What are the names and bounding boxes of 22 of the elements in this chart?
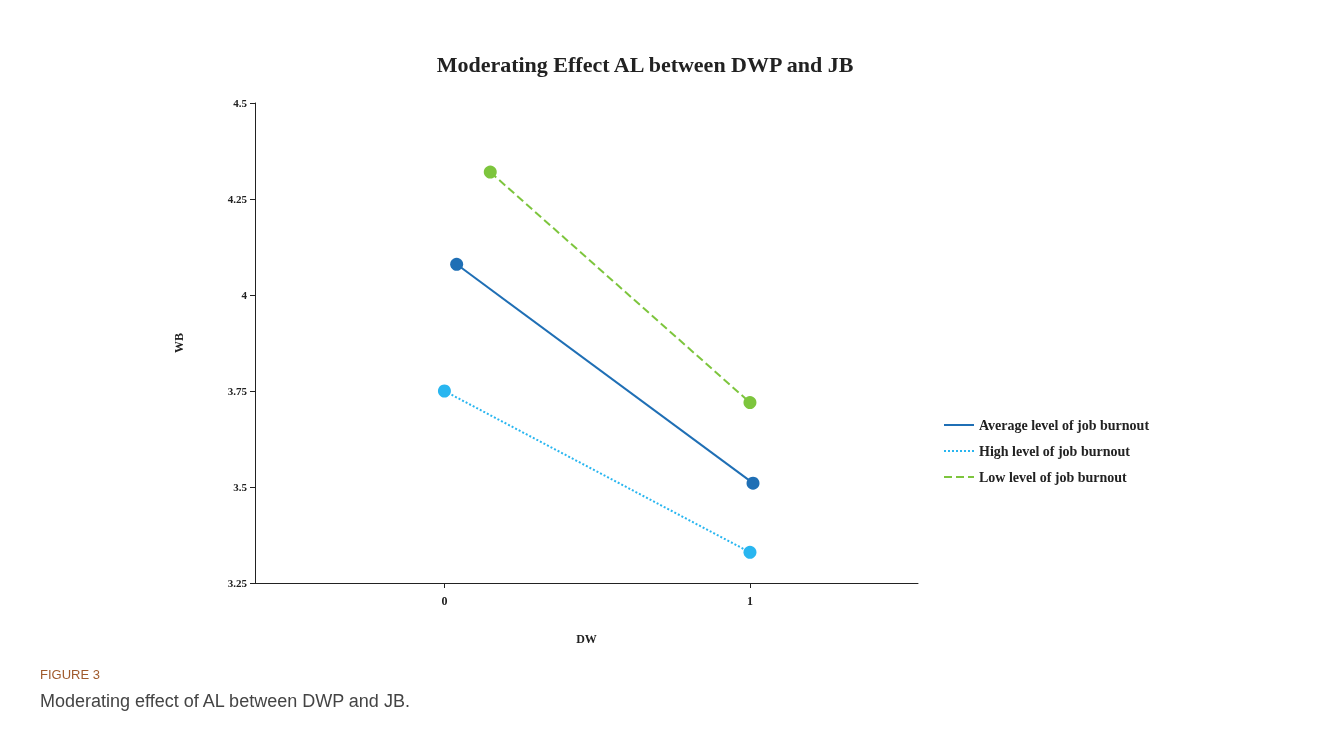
- y-axis-title: WB: [172, 332, 186, 354]
- legend-label: High level of job burnout: [979, 443, 1131, 459]
- y-tick-label: 3.75: [227, 385, 248, 397]
- x-axis-title: DW: [576, 632, 597, 646]
- y-tick-label: 3.25: [227, 577, 248, 589]
- point: [437, 384, 451, 398]
- caption: FIGURE 3: [40, 667, 100, 682]
- x-tick-label: 0: [441, 594, 448, 608]
- point: [743, 545, 757, 559]
- point: [483, 165, 497, 179]
- y-tick-label: 4.25: [227, 193, 248, 205]
- point: [746, 476, 760, 490]
- legend-label: Low level of job burnout: [979, 469, 1128, 485]
- legend-label: Average level of job burnout: [979, 417, 1150, 433]
- x-tick-label: 1: [746, 594, 753, 608]
- y-tick-label: 4.5: [233, 97, 248, 109]
- point: [743, 396, 757, 410]
- point: [450, 257, 464, 271]
- chart-title: Moderating Effect AL between DWP and JB: [436, 51, 854, 77]
- text: Moderating effect of AL between DWP and JB.: [40, 691, 410, 711]
- y-tick-label: 3.5: [233, 481, 248, 493]
- y-tick-label: 4: [241, 289, 248, 301]
